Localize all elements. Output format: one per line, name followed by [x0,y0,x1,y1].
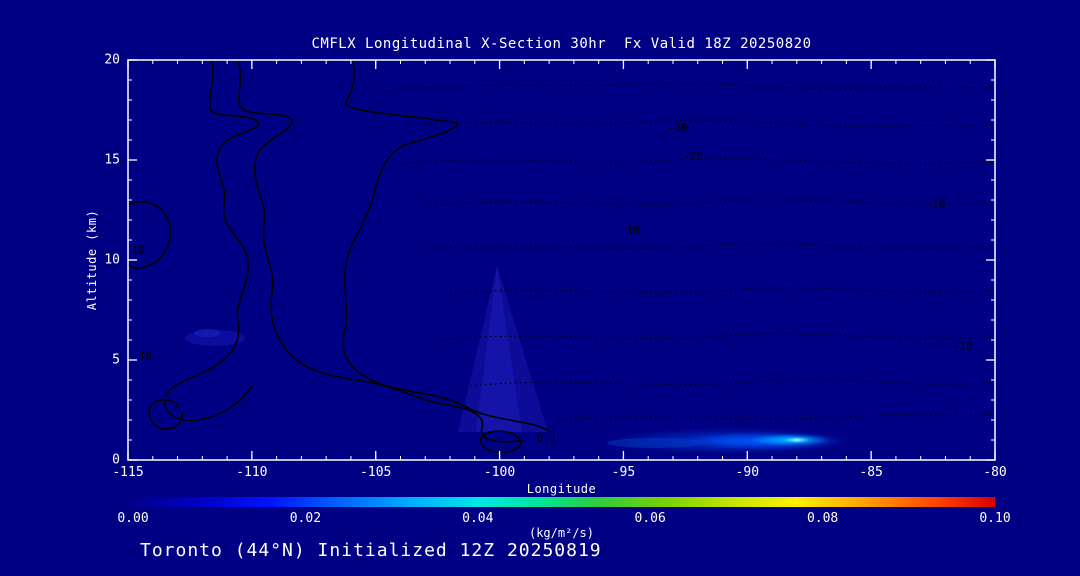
contour-label: 0.1 [535,431,558,445]
dotted-contours [379,82,995,421]
y-tick-label: 15 [104,152,120,168]
colorbar-tick-label: 0.04 [462,511,494,526]
x-tick-label: -115 [112,465,144,480]
x-tick-label: -110 [236,465,268,480]
solid-contours [128,60,556,454]
y-tick-label: 10 [104,252,120,268]
shaded-flux-features [185,266,850,454]
colorbar-tick-label: 0.08 [806,511,839,526]
contour-label: 10 [130,243,146,257]
contour-label: A [173,402,182,413]
contour-label: 10 [625,223,641,237]
weak-patch-west-shape [185,330,245,346]
x-tick-label: -90 [735,465,760,480]
x-tick-label: -95 [611,465,636,480]
x-tick-label: -100 [483,465,516,480]
contour-label: 10 [137,349,153,363]
chart-title: CMFLX Longitudinal X-Section 30hr Fx Val… [311,36,812,52]
weak-patch-west-core [194,329,220,337]
y-tick-label: 20 [104,52,120,68]
footer-initialization-label: Toronto (44°N) Initialized 12Z 20250819 [140,540,602,561]
y-tick-label: 5 [112,352,120,368]
plume-core [782,436,812,444]
contour-label: -10 [951,339,974,353]
colorbar [133,497,995,507]
colorbar-tick-label: 0.00 [117,511,149,526]
colorbar-tick-label: 0.06 [634,511,666,526]
x-axis-title: Longitude [526,482,597,496]
x-tick-label: -105 [360,465,392,480]
colorbar-tick-label: 0.02 [289,511,322,526]
x-tick-label: -80 [983,465,1007,480]
x-tick-label: -85 [859,465,883,480]
colorbar-tick-label: 0.10 [979,511,1011,526]
colorbar-unit-label: (kg/m²/s) [528,526,595,540]
plot-border [127,59,996,461]
contour-label: -10 [924,197,947,211]
axis-ticks [127,59,996,461]
elevated-weak-column-core [476,266,522,432]
elevated-weak-column-shape [458,266,548,432]
y-tick-label: 0 [112,452,120,468]
contour-label: -10 [666,121,689,135]
contour-label: -20 [681,149,704,163]
